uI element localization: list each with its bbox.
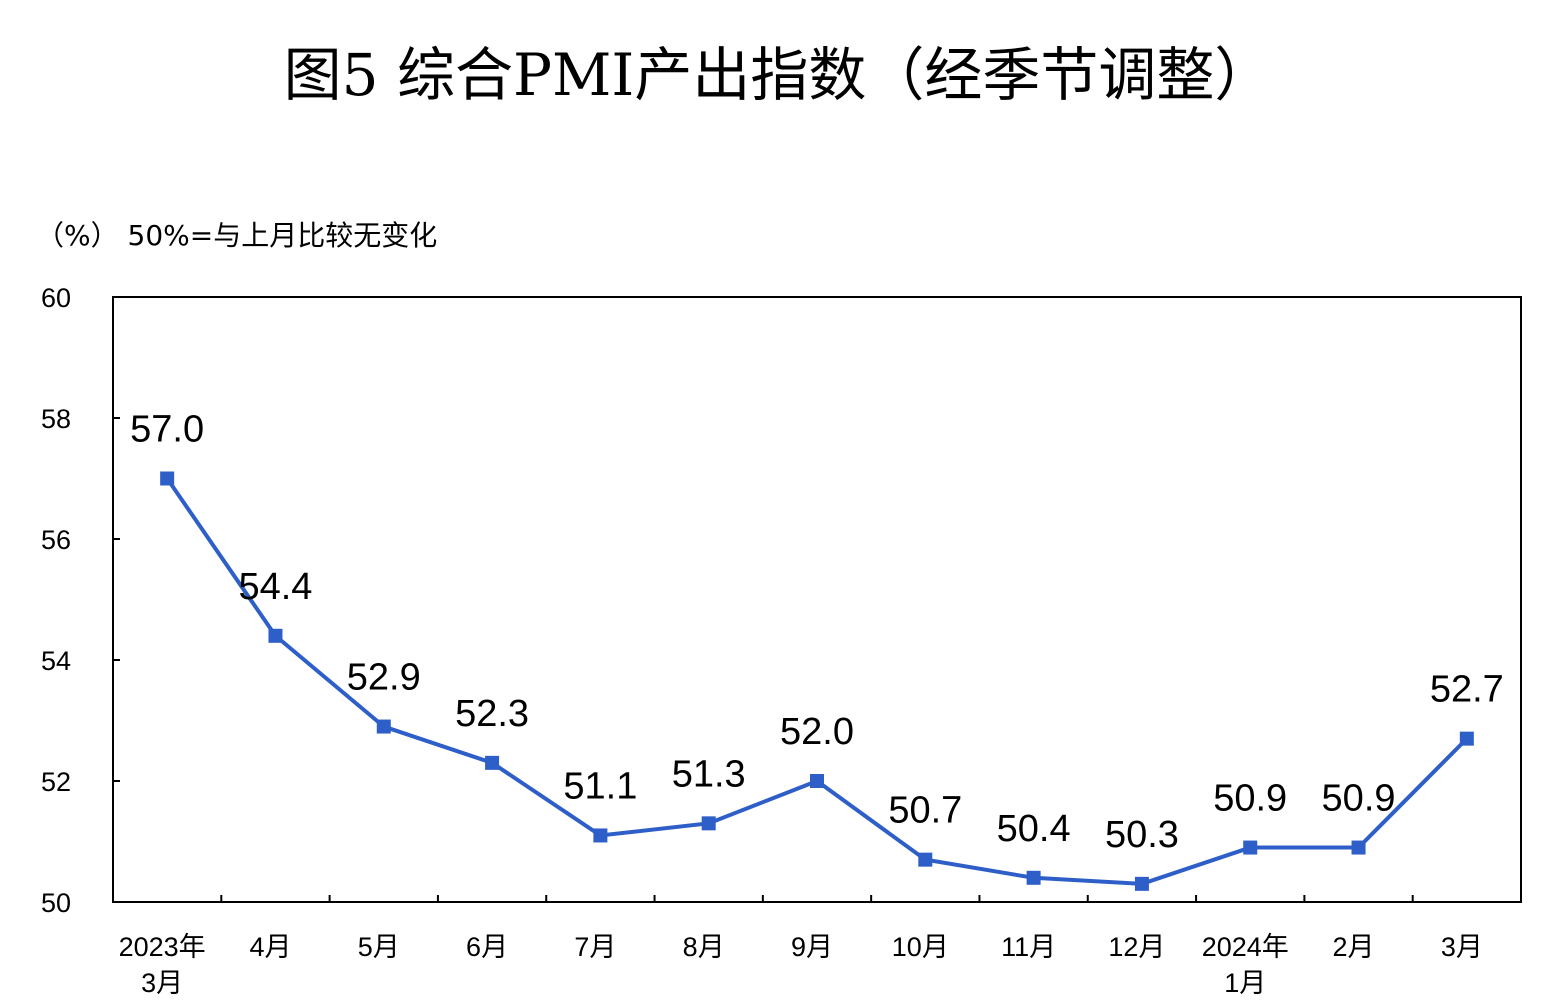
- data-label: 52.9: [347, 657, 421, 699]
- chart-title: 图5 综合PMI产出指数（经季节调整）: [283, 41, 1273, 109]
- data-label: 52.0: [780, 711, 854, 753]
- y-axis: 50 52 54 56 58 60: [41, 283, 120, 918]
- data-point: [1134, 876, 1149, 891]
- data-label: 50.7: [888, 790, 962, 832]
- x-tick-label: 8月: [683, 932, 725, 962]
- data-label: 50.9: [1213, 778, 1287, 820]
- x-tick-label: 2024年: [1202, 932, 1289, 962]
- y-tick-label: 58: [41, 404, 71, 434]
- data-point: [1243, 840, 1258, 855]
- x-tick-label: 4月: [249, 932, 291, 962]
- x-tick-label: 5月: [358, 932, 400, 962]
- x-tick-label: 2023年: [119, 932, 206, 962]
- data-label: 50.9: [1322, 778, 1396, 820]
- x-axis: 2023年 3月 4月 5月 6月 7月 8月 9月 10月 11月 12月 2024年 1月 2月 3月: [119, 895, 1483, 998]
- plot-area: [112, 296, 1522, 903]
- x-tick-label: 10月: [892, 932, 949, 962]
- data-point: [376, 719, 391, 734]
- x-tick-label: 1月: [1224, 968, 1266, 998]
- data-label: 50.3: [1105, 814, 1179, 856]
- y-tick-label: 54: [41, 646, 71, 676]
- x-tick-label: 11月: [1001, 932, 1056, 962]
- data-point: [918, 852, 933, 867]
- x-tick-label: 9月: [791, 932, 833, 962]
- data-label: 51.1: [563, 765, 637, 807]
- data-point: [593, 828, 608, 843]
- data-label: 51.3: [672, 753, 746, 795]
- x-tick-label: 12月: [1108, 932, 1165, 962]
- data-point: [160, 471, 175, 486]
- x-tick-label: 2月: [1333, 932, 1375, 962]
- data-label: 54.4: [238, 566, 312, 608]
- data-point: [1026, 870, 1041, 885]
- data-labels: 57.0 54.4 52.9 52.3 51.1 51.3 52.0 50.7 50.4 50.3…: [130, 409, 1504, 856]
- data-point: [485, 755, 500, 770]
- x-tick-label: 3月: [141, 968, 183, 998]
- data-point: [701, 816, 716, 831]
- data-label: 52.3: [455, 693, 529, 735]
- y-tick-label: 60: [41, 283, 71, 313]
- x-tick-label: 7月: [574, 932, 616, 962]
- x-tick-label: 6月: [466, 932, 508, 962]
- data-point: [1351, 840, 1366, 855]
- data-markers: [160, 471, 1474, 891]
- y-tick-label: 50: [41, 888, 71, 918]
- data-point: [1459, 731, 1474, 746]
- y-tick-label: 52: [41, 767, 71, 797]
- unit-note: （%） 50%=与上月比较无变化: [36, 219, 438, 252]
- data-point: [268, 628, 283, 643]
- x-tick-label: 3月: [1441, 932, 1483, 962]
- data-label: 52.7: [1430, 669, 1504, 711]
- y-tick-label: 56: [41, 525, 71, 555]
- data-point: [810, 774, 824, 788]
- data-label: 50.4: [997, 808, 1071, 850]
- data-label: 57.0: [130, 409, 204, 451]
